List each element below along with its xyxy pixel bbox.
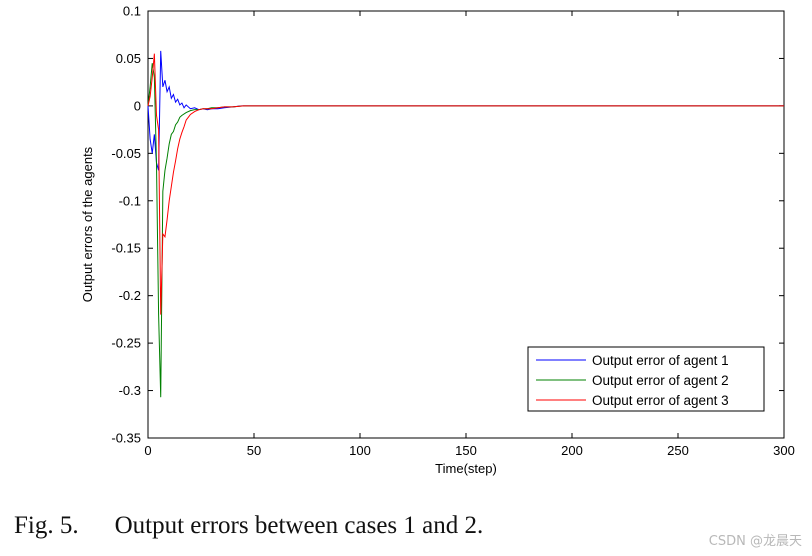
x-tick-label: 150 <box>455 443 477 458</box>
figure-caption: Fig. 5. Output errors between cases 1 and… <box>14 512 483 540</box>
x-tick-label: 200 <box>561 443 583 458</box>
x-tick-label: 250 <box>667 443 689 458</box>
caption-text: Output errors between cases 1 and 2. <box>114 512 484 539</box>
series-line <box>147 53 784 315</box>
x-tick-label: 0 <box>144 443 151 458</box>
legend: Output error of agent 1 Output error of a… <box>527 346 765 412</box>
y-tick-label: -0.05 <box>111 146 141 161</box>
x-axis: 0 50 100 150 200 250 300 <box>144 11 795 458</box>
y-tick-label: 0.05 <box>116 51 141 66</box>
series-lines <box>147 50 784 398</box>
line-chart: 0.1 0.05 0 -0.05 -0.1 -0.15 -0.2 -0.25 -0.3 -0.35… <box>80 4 795 477</box>
y-tick-label: -0.15 <box>111 241 141 256</box>
x-axis-label: Time(step) <box>435 461 497 476</box>
y-tick-label: -0.3 <box>119 383 141 398</box>
legend-entry: Output error of agent 2 <box>592 373 729 388</box>
y-axis: 0.1 0.05 0 -0.05 -0.1 -0.15 -0.2 -0.25 -0.3 -0.35 <box>111 4 784 446</box>
watermark: CSDN @龙晨天 <box>708 534 802 549</box>
y-tick-label: 0 <box>134 98 141 113</box>
x-tick-label: 50 <box>247 443 261 458</box>
legend-entry: Output error of agent 1 <box>592 353 729 368</box>
y-tick-label: -0.1 <box>119 193 141 208</box>
x-tick-label: 300 <box>773 443 795 458</box>
y-tick-label: 0.1 <box>123 4 141 19</box>
y-tick-label: -0.35 <box>111 431 141 446</box>
figure-label: Fig. 5. <box>14 512 79 539</box>
series-line <box>147 50 784 171</box>
y-tick-label: -0.2 <box>119 288 141 303</box>
legend-entry: Output error of agent 3 <box>592 393 729 408</box>
y-tick-label: -0.25 <box>111 336 141 351</box>
x-tick-label: 100 <box>349 443 371 458</box>
y-axis-label: Output errors of the agents <box>80 146 95 302</box>
